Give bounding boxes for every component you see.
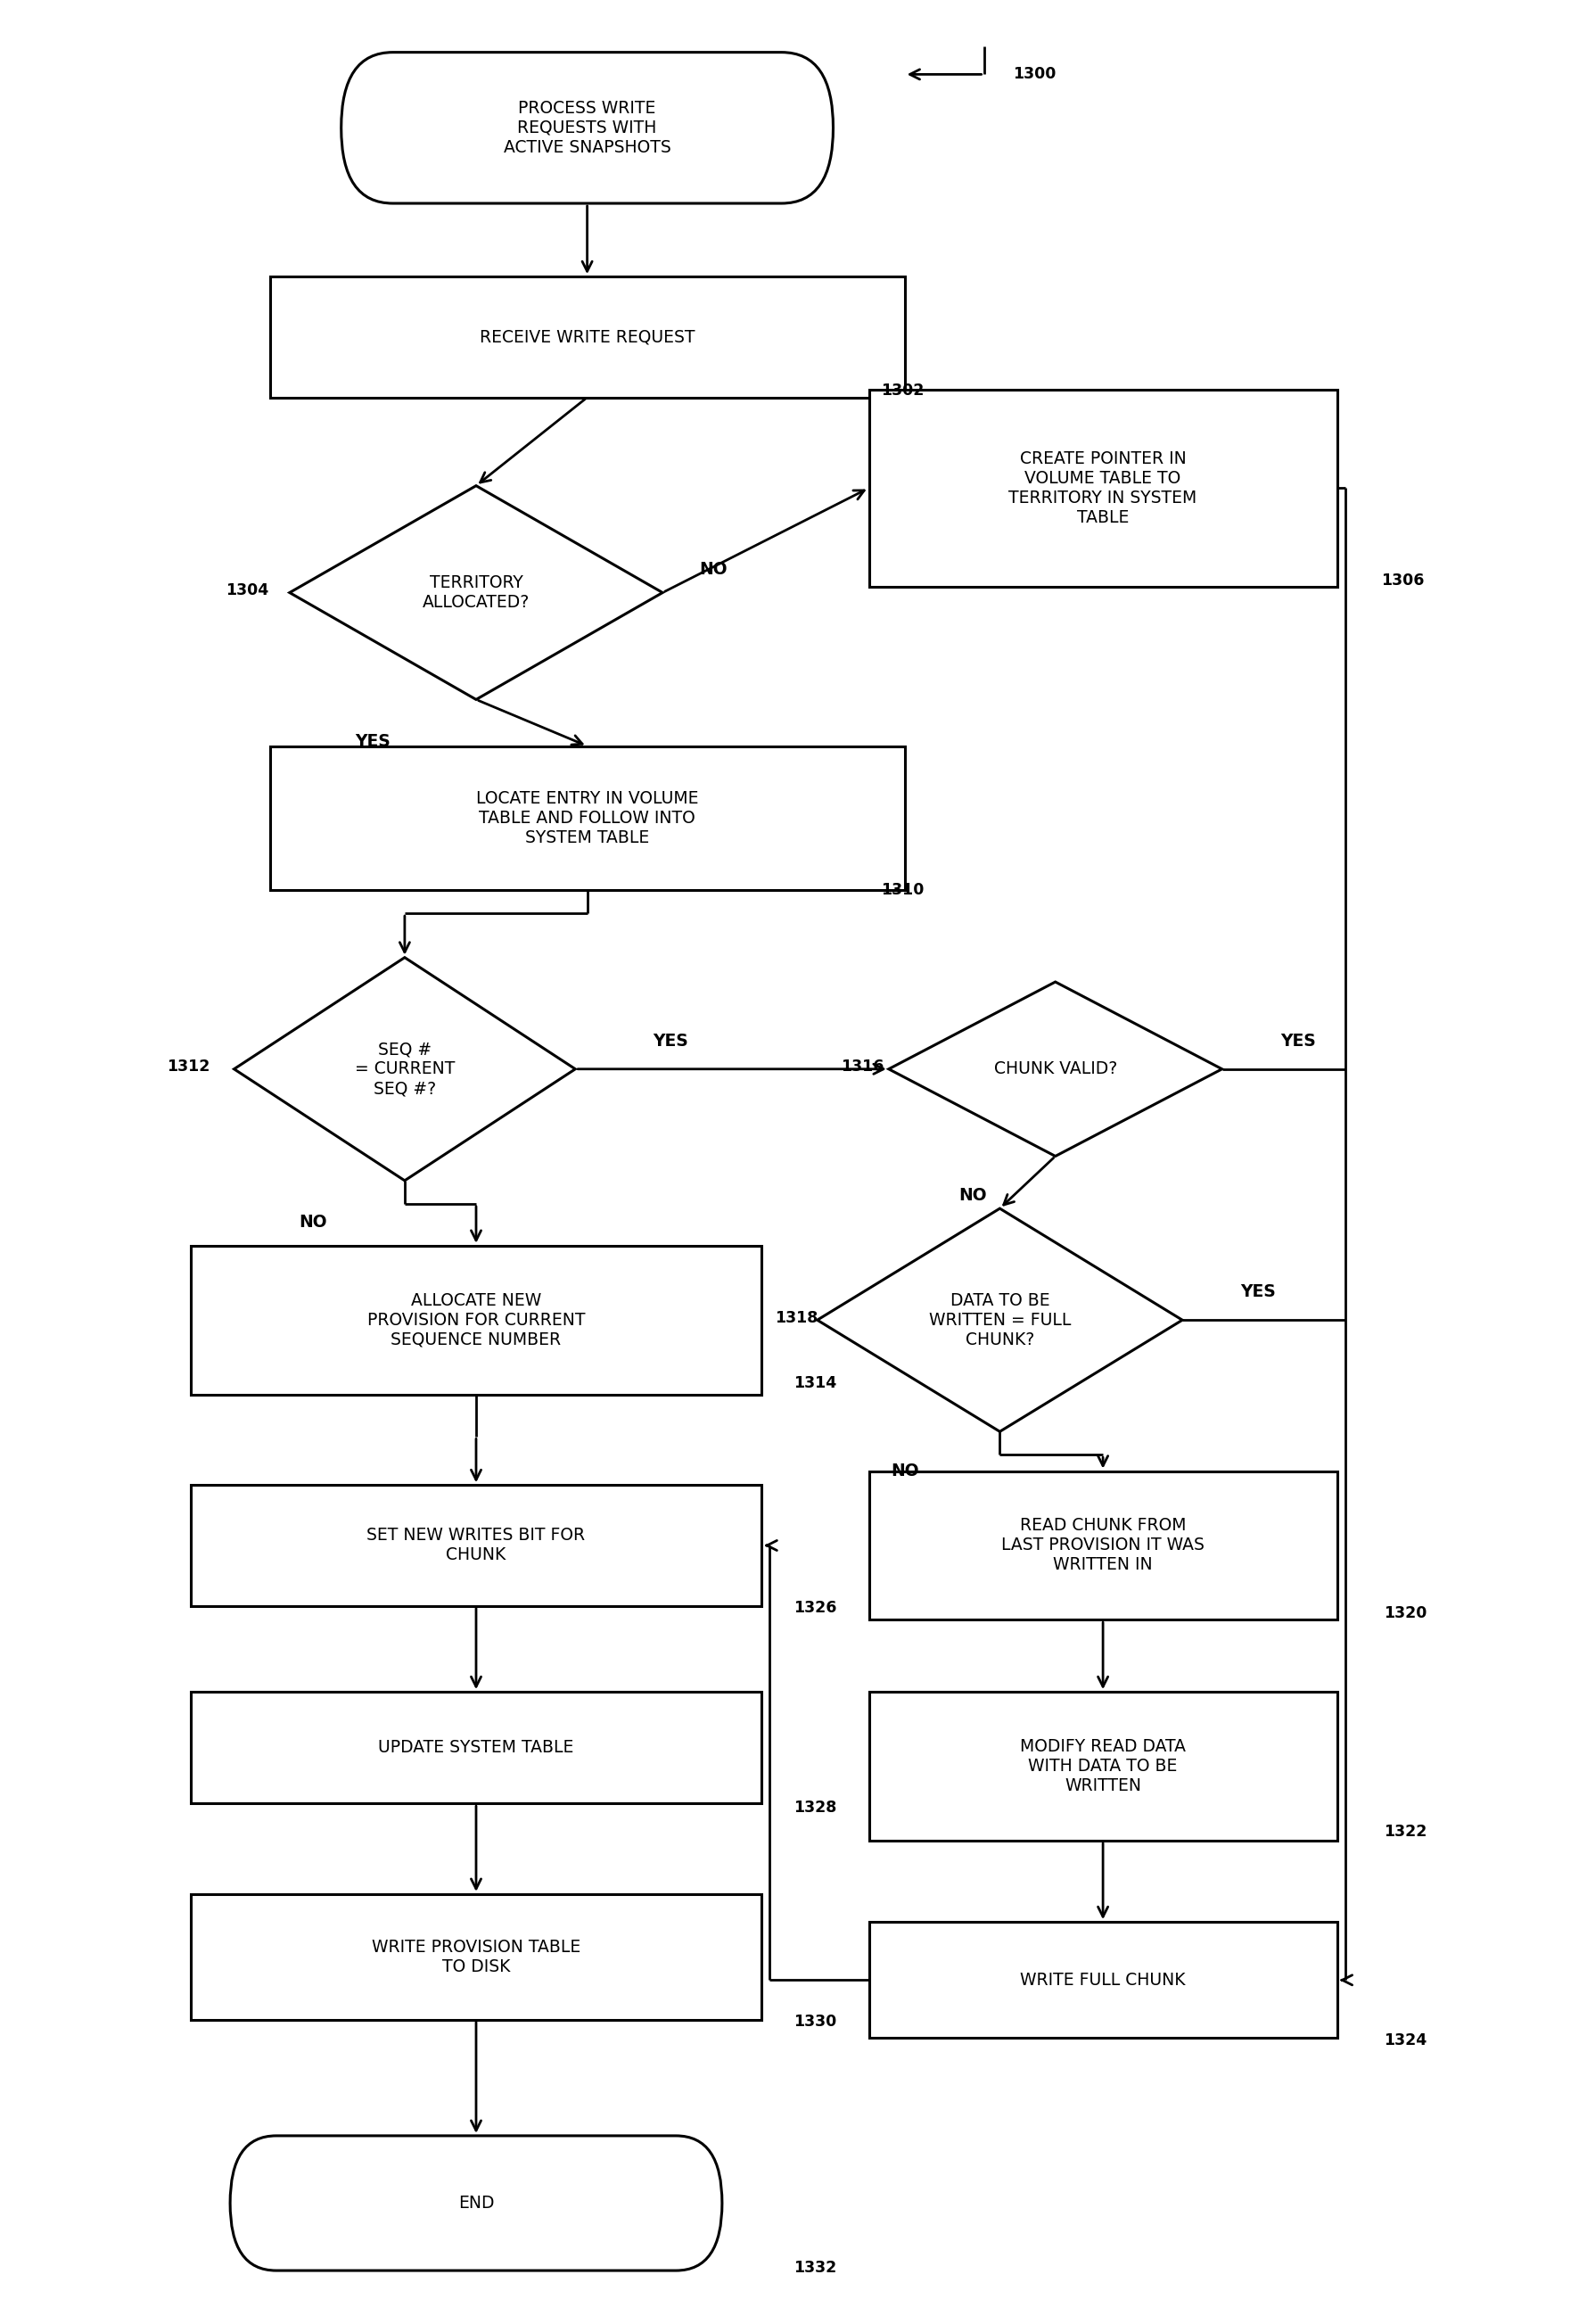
Text: 1330: 1330 <box>794 2015 836 2029</box>
Polygon shape <box>289 486 663 700</box>
Bar <box>190 1894 762 2020</box>
Bar <box>870 1922 1338 2038</box>
Bar <box>270 746 905 890</box>
Text: NO: NO <box>890 1462 919 1480</box>
Polygon shape <box>817 1208 1182 1432</box>
Text: SET NEW WRITES BIT FOR
CHUNK: SET NEW WRITES BIT FOR CHUNK <box>367 1527 586 1564</box>
Text: YES: YES <box>652 1032 689 1050</box>
Text: NO: NO <box>298 1213 327 1232</box>
Text: NO: NO <box>700 560 727 579</box>
Text: END: END <box>459 2194 494 2212</box>
Text: PROCESS WRITE
REQUESTS WITH
ACTIVE SNAPSHOTS: PROCESS WRITE REQUESTS WITH ACTIVE SNAPS… <box>503 100 671 156</box>
Text: WRITE FULL CHUNK: WRITE FULL CHUNK <box>1020 1971 1185 1989</box>
Text: 1322: 1322 <box>1384 1824 1427 1838</box>
Text: READ CHUNK FROM
LAST PROVISION IT WAS
WRITTEN IN: READ CHUNK FROM LAST PROVISION IT WAS WR… <box>1001 1518 1205 1573</box>
Text: CREATE POINTER IN
VOLUME TABLE TO
TERRITORY IN SYSTEM
TABLE: CREATE POINTER IN VOLUME TABLE TO TERRIT… <box>1009 451 1197 525</box>
Text: 1316: 1316 <box>841 1060 884 1074</box>
Text: MODIFY READ DATA
WITH DATA TO BE
WRITTEN: MODIFY READ DATA WITH DATA TO BE WRITTEN <box>1020 1738 1185 1794</box>
Text: YES: YES <box>1241 1283 1276 1301</box>
Text: TERRITORY
ALLOCATED?: TERRITORY ALLOCATED? <box>422 574 530 611</box>
Text: ALLOCATE NEW
PROVISION FOR CURRENT
SEQUENCE NUMBER: ALLOCATE NEW PROVISION FOR CURRENT SEQUE… <box>367 1292 586 1348</box>
Text: YES: YES <box>1281 1032 1316 1050</box>
Polygon shape <box>889 981 1222 1155</box>
Text: 1304: 1304 <box>225 583 268 597</box>
Polygon shape <box>235 957 576 1181</box>
Text: YES: YES <box>355 732 390 751</box>
Text: SEQ #
= CURRENT
SEQ #?: SEQ # = CURRENT SEQ #? <box>354 1041 455 1097</box>
Text: 1324: 1324 <box>1384 2034 1427 2047</box>
Text: DATA TO BE
WRITTEN = FULL
CHUNK?: DATA TO BE WRITTEN = FULL CHUNK? <box>928 1292 1071 1348</box>
Bar <box>190 1485 762 1606</box>
Text: UPDATE SYSTEM TABLE: UPDATE SYSTEM TABLE <box>378 1738 574 1757</box>
Bar <box>870 390 1338 586</box>
Bar <box>190 1692 762 1803</box>
Bar <box>870 1471 1338 1620</box>
Text: 1312: 1312 <box>167 1060 209 1074</box>
Text: 1320: 1320 <box>1384 1606 1427 1620</box>
Text: 1310: 1310 <box>881 883 924 897</box>
Text: 1326: 1326 <box>794 1601 836 1615</box>
Text: 1332: 1332 <box>794 2261 836 2275</box>
Text: WRITE PROVISION TABLE
TO DISK: WRITE PROVISION TABLE TO DISK <box>371 1938 581 1975</box>
Text: RECEIVE WRITE REQUEST: RECEIVE WRITE REQUEST <box>479 328 695 346</box>
FancyBboxPatch shape <box>341 51 833 205</box>
Text: 1306: 1306 <box>1381 574 1424 588</box>
Bar <box>190 1246 762 1394</box>
Text: 1328: 1328 <box>794 1801 836 1815</box>
Text: 1318: 1318 <box>774 1311 817 1325</box>
Text: 1314: 1314 <box>794 1376 836 1390</box>
Text: 1300: 1300 <box>1013 67 1055 81</box>
Text: 1302: 1302 <box>881 383 924 397</box>
Bar <box>270 277 905 397</box>
Text: LOCATE ENTRY IN VOLUME
TABLE AND FOLLOW INTO
SYSTEM TABLE: LOCATE ENTRY IN VOLUME TABLE AND FOLLOW … <box>476 790 698 846</box>
FancyBboxPatch shape <box>230 2136 722 2271</box>
Bar <box>870 1692 1338 1841</box>
Text: CHUNK VALID?: CHUNK VALID? <box>993 1060 1117 1078</box>
Text: NO: NO <box>959 1188 987 1204</box>
